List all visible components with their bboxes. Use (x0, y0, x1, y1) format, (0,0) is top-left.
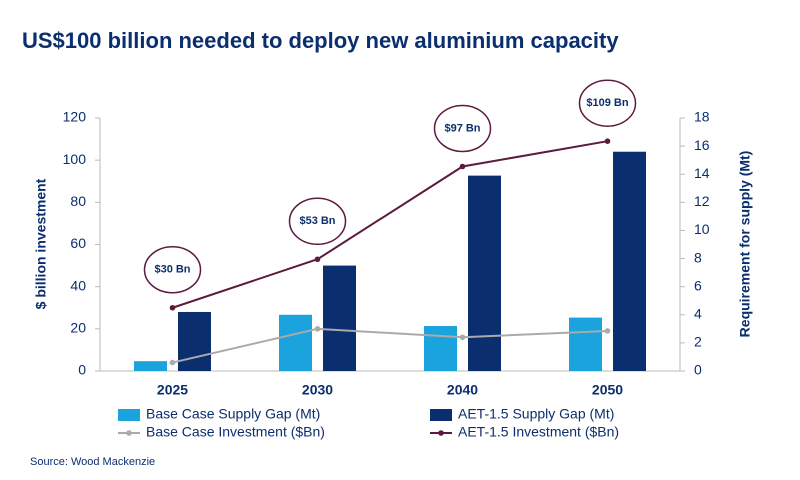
value-label: $97 Bn (444, 122, 480, 134)
line-marker (314, 256, 321, 263)
legend-label: Base Case Investment ($Bn) (146, 424, 325, 440)
bar (569, 317, 602, 371)
bar (134, 361, 167, 371)
y-tick-label: 120 (63, 109, 87, 125)
y2-tick-label: 12 (694, 193, 710, 209)
x-tick-label: 2040 (447, 382, 478, 398)
y2-axis-label: Requirement for supply (Mt) (737, 151, 753, 338)
y2-tick-label: 14 (694, 165, 710, 181)
legend-label: AET-1.5 Supply Gap (Mt) (458, 406, 614, 422)
annotation-circle (288, 197, 347, 246)
y2-tick-label: 0 (694, 362, 702, 378)
y2-tick-label: 8 (694, 249, 702, 265)
bar (613, 151, 646, 371)
line-marker (459, 334, 466, 341)
x-tick-label: 2030 (302, 382, 333, 398)
x-tick-label: 2050 (592, 382, 623, 398)
annotation-circle (143, 246, 202, 294)
y-axis-label: $ billion investment (33, 178, 49, 309)
bar (424, 326, 457, 371)
legend-swatch (126, 430, 132, 436)
line-marker (459, 163, 466, 170)
annotation-circle (433, 104, 492, 153)
annotation-circle (578, 79, 637, 127)
legend-swatch (430, 409, 452, 421)
line (172, 327, 608, 364)
line-marker (169, 359, 176, 366)
legend-swatch (118, 409, 140, 421)
y-tick-label: 20 (70, 320, 86, 336)
line (172, 140, 608, 309)
y-tick-label: 100 (63, 151, 87, 167)
y2-tick-label: 16 (694, 137, 710, 153)
y-tick-label: 60 (70, 235, 86, 251)
line-marker (604, 138, 611, 144)
y2-tick-label: 6 (694, 277, 702, 293)
legend-swatch (438, 430, 444, 436)
y-tick-label: 40 (70, 277, 86, 293)
line-marker (604, 328, 611, 334)
y-tick-label: 0 (78, 362, 86, 378)
source: Source: Wood Mackenzie (30, 456, 155, 468)
value-label: $30 Bn (154, 264, 190, 276)
legend-label: AET-1.5 Investment ($Bn) (458, 424, 619, 440)
bar (279, 314, 312, 371)
bar (178, 311, 211, 371)
x-tick-label: 2025 (157, 382, 188, 398)
y-tick-label: 80 (70, 193, 86, 209)
y2-tick-label: 2 (694, 334, 702, 350)
y2-tick-label: 18 (694, 109, 710, 125)
y2-tick-label: 4 (694, 305, 702, 321)
legend-label: Base Case Supply Gap (Mt) (146, 406, 320, 422)
bar (468, 175, 501, 371)
bar (323, 265, 356, 371)
line-marker (169, 304, 176, 311)
value-label: $53 Bn (299, 215, 335, 227)
line-marker (314, 326, 321, 332)
y2-tick-label: 10 (694, 221, 710, 237)
chart-title: US$100 billion needed to deploy new alum… (22, 28, 619, 53)
value-label: $109 Bn (586, 97, 628, 109)
